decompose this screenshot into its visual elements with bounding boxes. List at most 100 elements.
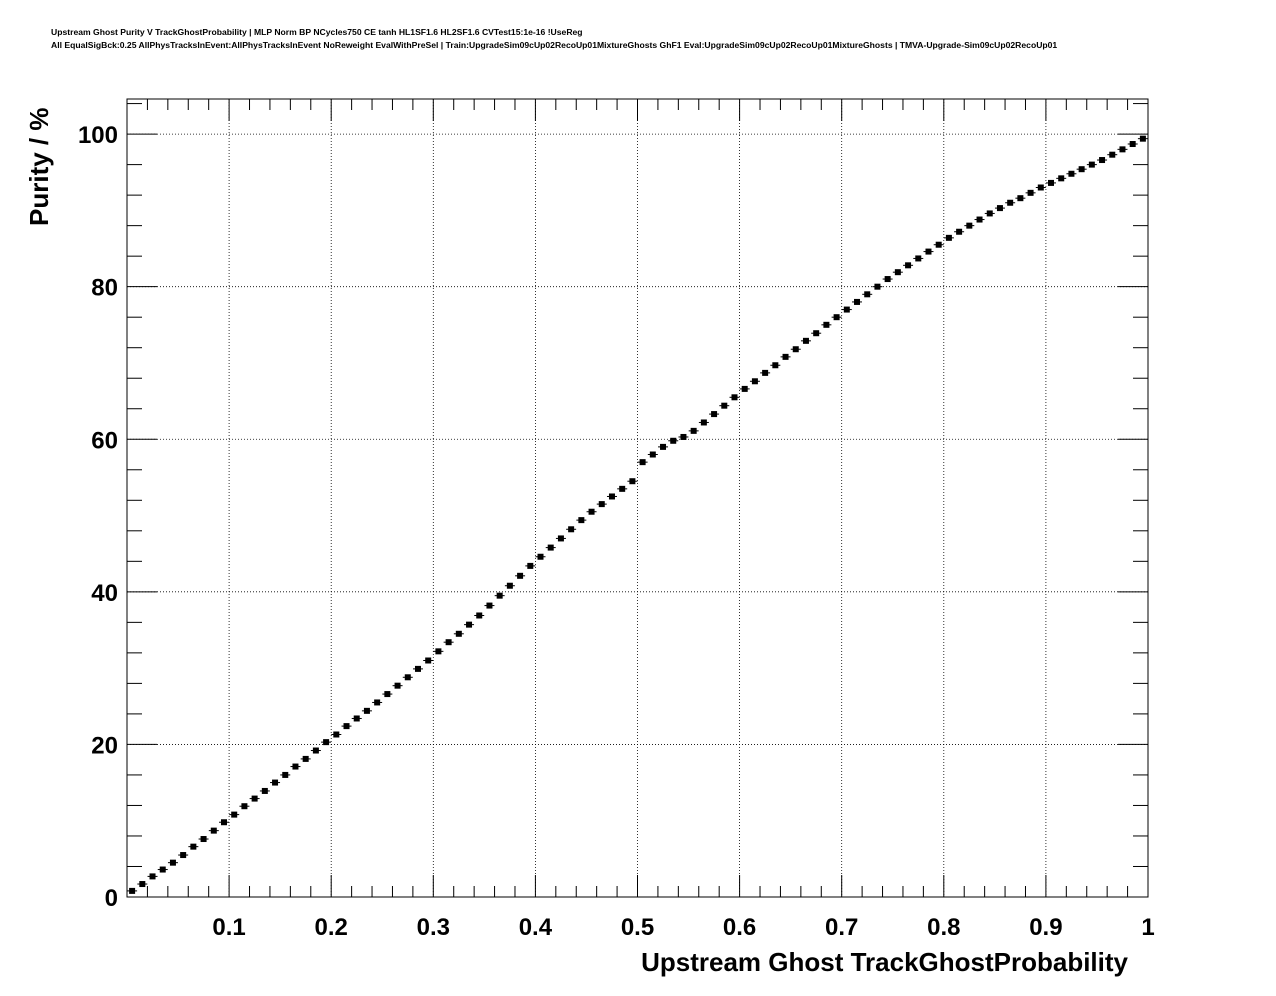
data-point — [486, 602, 493, 609]
data-point — [547, 544, 554, 551]
data-point — [945, 234, 952, 241]
data-point — [1027, 189, 1034, 196]
data-point — [1007, 199, 1014, 206]
y-tick-label: 40 — [91, 580, 118, 607]
axis-ticks — [127, 99, 1148, 898]
x-tick-label: 0.7 — [825, 914, 858, 941]
data-point — [1139, 135, 1146, 142]
data-point — [864, 291, 871, 298]
data-point — [292, 763, 299, 770]
data-point — [711, 411, 718, 418]
data-point — [455, 630, 462, 637]
data-point — [1129, 141, 1136, 148]
data-point — [802, 337, 809, 344]
data-point — [680, 433, 687, 440]
plot-frame — [126, 98, 1149, 898]
data-point — [976, 216, 983, 223]
data-point — [220, 819, 227, 826]
data-point — [670, 437, 677, 444]
data-point — [312, 747, 319, 754]
data-point — [1058, 175, 1065, 182]
data-point — [210, 827, 217, 834]
data-point — [608, 493, 615, 500]
data-point — [1099, 157, 1106, 164]
data-point — [394, 682, 401, 689]
data-point — [506, 582, 513, 589]
data-point — [731, 394, 738, 401]
y-tick-label: 80 — [91, 275, 118, 302]
data-point — [721, 402, 728, 409]
data-point — [496, 592, 503, 599]
data-point — [139, 881, 146, 888]
y-tick-label: 0 — [105, 885, 118, 912]
x-tick-label: 0.4 — [519, 914, 553, 941]
data-point — [537, 553, 544, 560]
data-point — [813, 330, 820, 337]
data-point — [466, 621, 473, 628]
data-point — [425, 657, 432, 664]
data-point — [1037, 184, 1044, 191]
data-point — [986, 210, 993, 217]
data-point — [782, 353, 789, 360]
y-axis-title: Purity / % — [24, 108, 54, 226]
x-tick-label: 0.2 — [315, 914, 348, 941]
data-point — [588, 508, 595, 515]
data-point — [894, 269, 901, 276]
data-point — [854, 298, 861, 305]
x-tick-label: 0.5 — [621, 914, 654, 941]
data-point — [231, 811, 238, 818]
x-tick-label: 0.3 — [417, 914, 450, 941]
data-point — [925, 248, 932, 255]
data-point — [363, 707, 370, 714]
data-point — [1088, 161, 1095, 168]
data-point — [323, 739, 330, 746]
x-tick-label: 0.9 — [1029, 914, 1062, 941]
data-point — [690, 427, 697, 434]
data-point — [169, 859, 176, 866]
y-tick-label: 60 — [91, 427, 118, 454]
data-point — [568, 526, 575, 533]
data-point — [343, 723, 350, 730]
x-tick-label: 0.8 — [927, 914, 960, 941]
data-point — [476, 612, 483, 619]
chart-title-line-1: Upstream Ghost Purity V TrackGhostProbab… — [51, 27, 583, 37]
data-point — [159, 866, 166, 873]
data-point — [1078, 166, 1085, 173]
data-point — [751, 378, 758, 385]
x-tick-label: 1 — [1141, 914, 1154, 941]
data-point — [404, 674, 411, 681]
data-point — [935, 241, 942, 248]
data-point — [1068, 170, 1075, 177]
data-point — [619, 485, 626, 492]
x-axis-title: Upstream Ghost TrackGhostProbability — [641, 947, 1128, 977]
data-point — [200, 836, 207, 843]
data-point — [414, 665, 421, 672]
data-point — [629, 478, 636, 485]
data-point — [190, 843, 197, 850]
data-point — [874, 283, 881, 290]
data-point — [333, 731, 340, 738]
data-point — [353, 715, 360, 722]
data-point — [1048, 179, 1055, 186]
data-point — [251, 795, 258, 802]
data-point — [915, 255, 922, 262]
data-point — [557, 535, 564, 542]
data-point — [302, 755, 309, 762]
data-point — [435, 648, 442, 655]
data-point — [700, 419, 707, 426]
data-point — [374, 699, 381, 706]
data-point — [966, 222, 973, 229]
data-point — [660, 443, 667, 450]
data-point — [241, 803, 248, 810]
data-point — [772, 362, 779, 369]
data-point — [741, 385, 748, 392]
data-point — [639, 459, 646, 466]
data-point — [445, 639, 452, 646]
data-point — [384, 691, 391, 698]
tick-labels: 0.1 0.2 0.3 0.4 0.5 0.6 0.7 0.8 0.9 1 0 20 40 60 80 100 — [78, 122, 1155, 941]
x-tick-label: 0.1 — [212, 914, 245, 941]
gridlines — [127, 99, 1148, 897]
data-point — [1109, 151, 1116, 158]
y-tick-label: 20 — [91, 732, 118, 759]
x-tick-label: 0.6 — [723, 914, 756, 941]
